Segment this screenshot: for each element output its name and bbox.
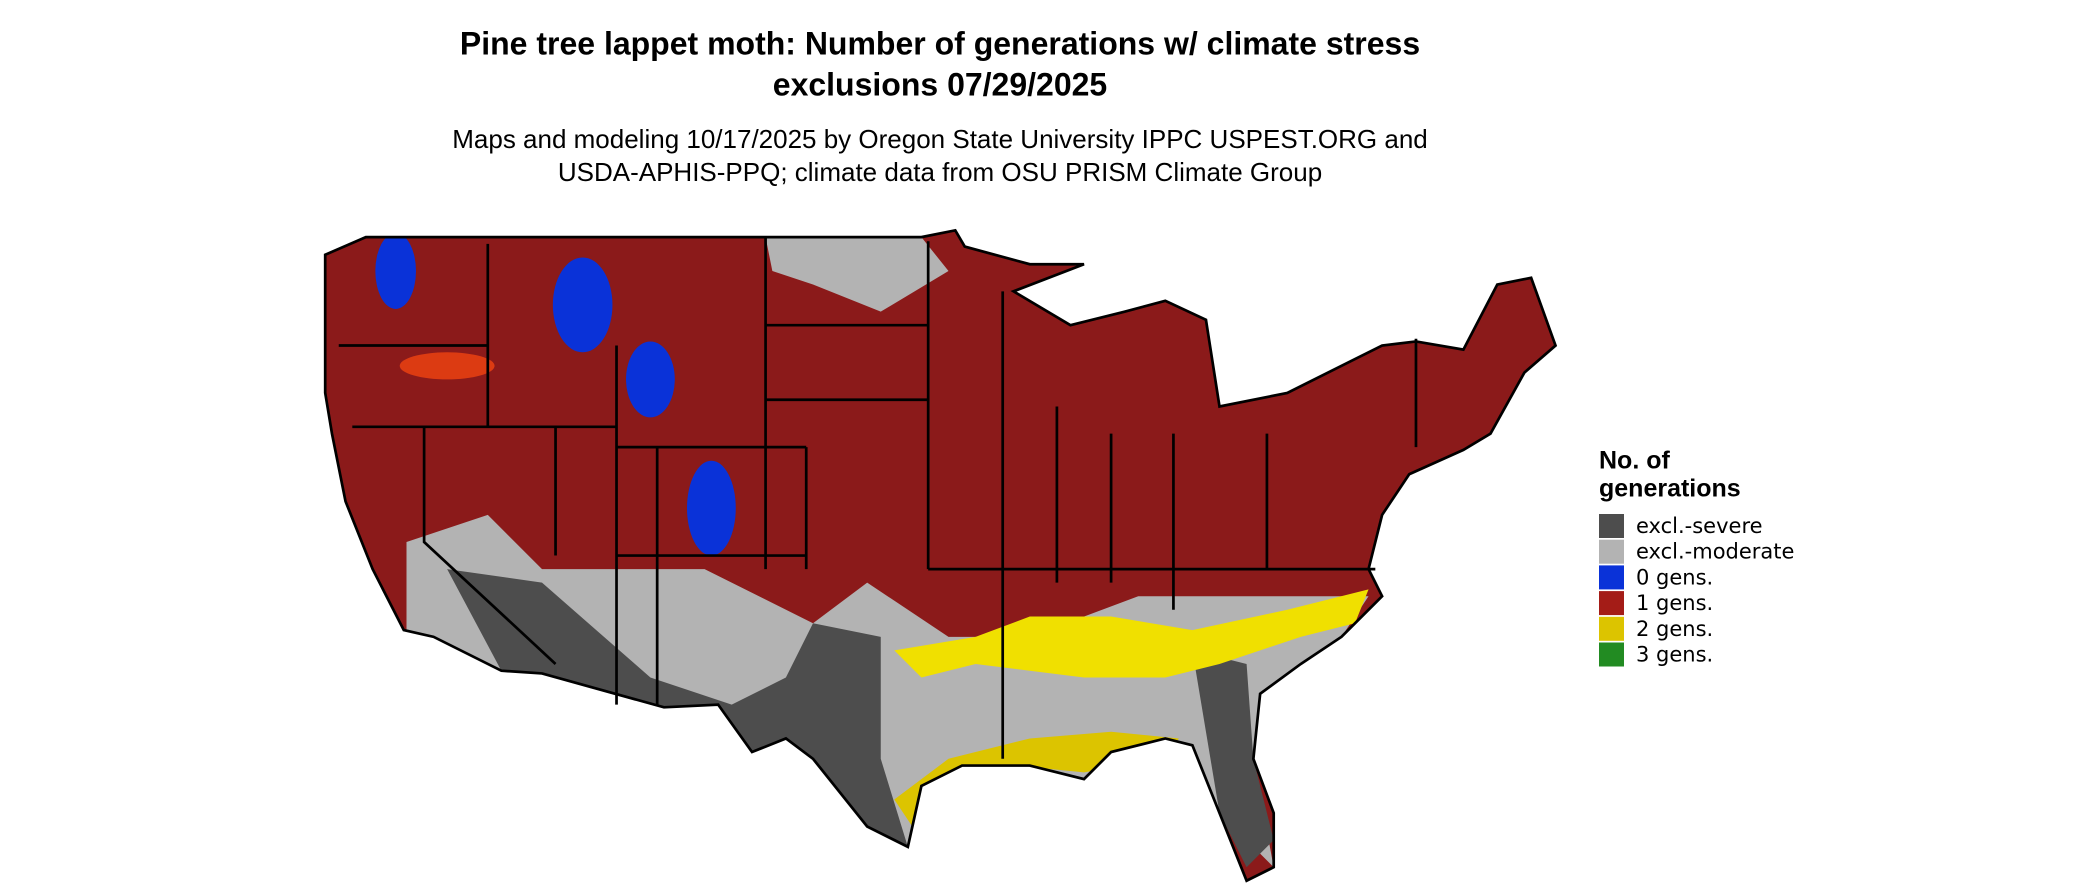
title-line: Pine tree lappet moth: Number of generat… — [460, 25, 1420, 61]
legend-swatch — [1599, 642, 1624, 667]
region-0gen — [686, 460, 736, 556]
legend-swatch — [1599, 539, 1624, 564]
legend-swatch — [1599, 591, 1624, 616]
subtitle-line: Maps and modeling 10/17/2025 by Oregon S… — [452, 124, 1428, 154]
region-0gen — [626, 341, 675, 418]
legend-swatch — [1599, 514, 1624, 538]
map — [323, 228, 1558, 883]
legend-label: 0 gens. — [1636, 565, 1713, 589]
state-borders — [323, 228, 1558, 883]
legend-label: excl.-moderate — [1636, 540, 1794, 564]
legend-label: 2 gens. — [1636, 617, 1713, 641]
legend-swatch — [1599, 616, 1624, 641]
legend-label: 3 gens. — [1636, 643, 1713, 667]
region-moderate — [765, 237, 949, 312]
region-severe — [1192, 650, 1274, 868]
legend-label: 1 gens. — [1636, 591, 1713, 615]
legend-swatch — [1599, 565, 1624, 590]
legend-title: generations — [1599, 475, 1741, 503]
region-1gen-patch — [399, 352, 495, 380]
legend-title: No. of — [1599, 447, 1670, 475]
subtitle-line: USDA-APHIS-PPQ; climate data from OSU PR… — [558, 157, 1322, 187]
legend: No. of generations excl.-severeexcl.-mod… — [1599, 447, 1794, 667]
region-0gen — [375, 233, 416, 309]
title-line: exclusions 07/29/2025 — [773, 66, 1107, 102]
region-moderate — [406, 514, 1369, 868]
legend-label: excl.-severe — [1636, 514, 1763, 538]
region-severe — [447, 569, 908, 847]
region-0gen — [552, 257, 613, 353]
region-2gen — [894, 589, 1369, 678]
map-fill — [325, 230, 1556, 881]
